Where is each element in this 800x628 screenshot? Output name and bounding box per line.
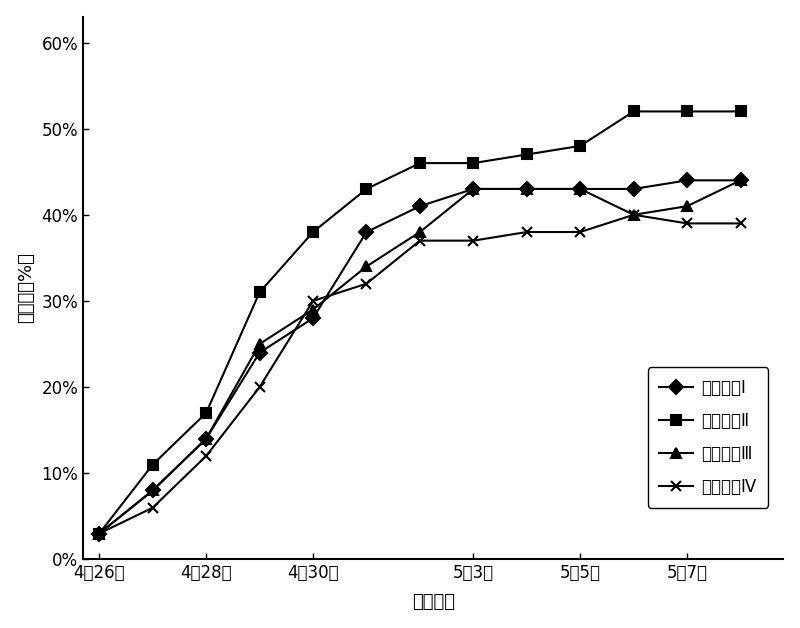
处理水平Ⅰ [469,185,478,193]
处理水平Ⅰ [682,176,692,184]
处理水平Ⅳ [148,504,158,511]
Legend: 处理水平Ⅰ, 处理水平Ⅱ, 处理水平Ⅲ, 处理水平Ⅳ: 处理水平Ⅰ, 处理水平Ⅱ, 处理水平Ⅲ, 处理水平Ⅳ [648,367,768,507]
处理水平Ⅲ [415,228,425,236]
处理水平Ⅱ [308,228,318,236]
处理水平Ⅲ [682,202,692,210]
处理水平Ⅳ [94,530,104,538]
处理水平Ⅲ [522,185,532,193]
Line: 处理水平Ⅲ: 处理水平Ⅲ [94,175,746,538]
处理水平Ⅰ [629,185,638,193]
处理水平Ⅲ [629,211,638,219]
处理水平Ⅲ [308,306,318,313]
处理水平Ⅱ [629,107,638,115]
处理水平Ⅱ [682,107,692,115]
处理水平Ⅰ [362,228,371,236]
处理水平Ⅳ [522,228,532,236]
X-axis label: 生长日期: 生长日期 [412,593,454,611]
Y-axis label: 发芽率（%）: 发芽率（%） [17,252,34,323]
处理水平Ⅳ [308,297,318,305]
处理水平Ⅰ [202,435,211,443]
处理水平Ⅱ [415,160,425,167]
处理水平Ⅱ [254,288,264,296]
处理水平Ⅰ [94,530,104,538]
处理水平Ⅲ [736,176,746,184]
处理水平Ⅱ [94,530,104,538]
处理水平Ⅲ [469,185,478,193]
处理水平Ⅰ [522,185,532,193]
处理水平Ⅱ [575,142,585,149]
处理水平Ⅱ [522,151,532,158]
处理水平Ⅰ [736,176,746,184]
处理水平Ⅰ [575,185,585,193]
处理水平Ⅲ [94,530,104,538]
处理水平Ⅳ [202,452,211,460]
处理水平Ⅱ [736,107,746,115]
处理水平Ⅱ [469,160,478,167]
处理水平Ⅱ [148,461,158,468]
处理水平Ⅲ [575,185,585,193]
处理水平Ⅳ [629,211,638,219]
处理水平Ⅰ [254,349,264,356]
处理水平Ⅱ [362,185,371,193]
处理水平Ⅳ [682,220,692,227]
处理水平Ⅳ [575,228,585,236]
处理水平Ⅰ [308,315,318,322]
Line: 处理水平Ⅱ: 处理水平Ⅱ [94,107,746,538]
处理水平Ⅳ [736,220,746,227]
处理水平Ⅲ [202,435,211,443]
处理水平Ⅱ [202,409,211,417]
处理水平Ⅲ [254,340,264,348]
处理水平Ⅰ [415,202,425,210]
处理水平Ⅳ [469,237,478,244]
处理水平Ⅳ [254,383,264,391]
处理水平Ⅲ [362,263,371,270]
处理水平Ⅳ [415,237,425,244]
处理水平Ⅰ [148,487,158,494]
处理水平Ⅲ [148,487,158,494]
Line: 处理水平Ⅰ: 处理水平Ⅰ [94,175,746,538]
Line: 处理水平Ⅳ: 处理水平Ⅳ [94,210,746,538]
处理水平Ⅳ [362,280,371,288]
